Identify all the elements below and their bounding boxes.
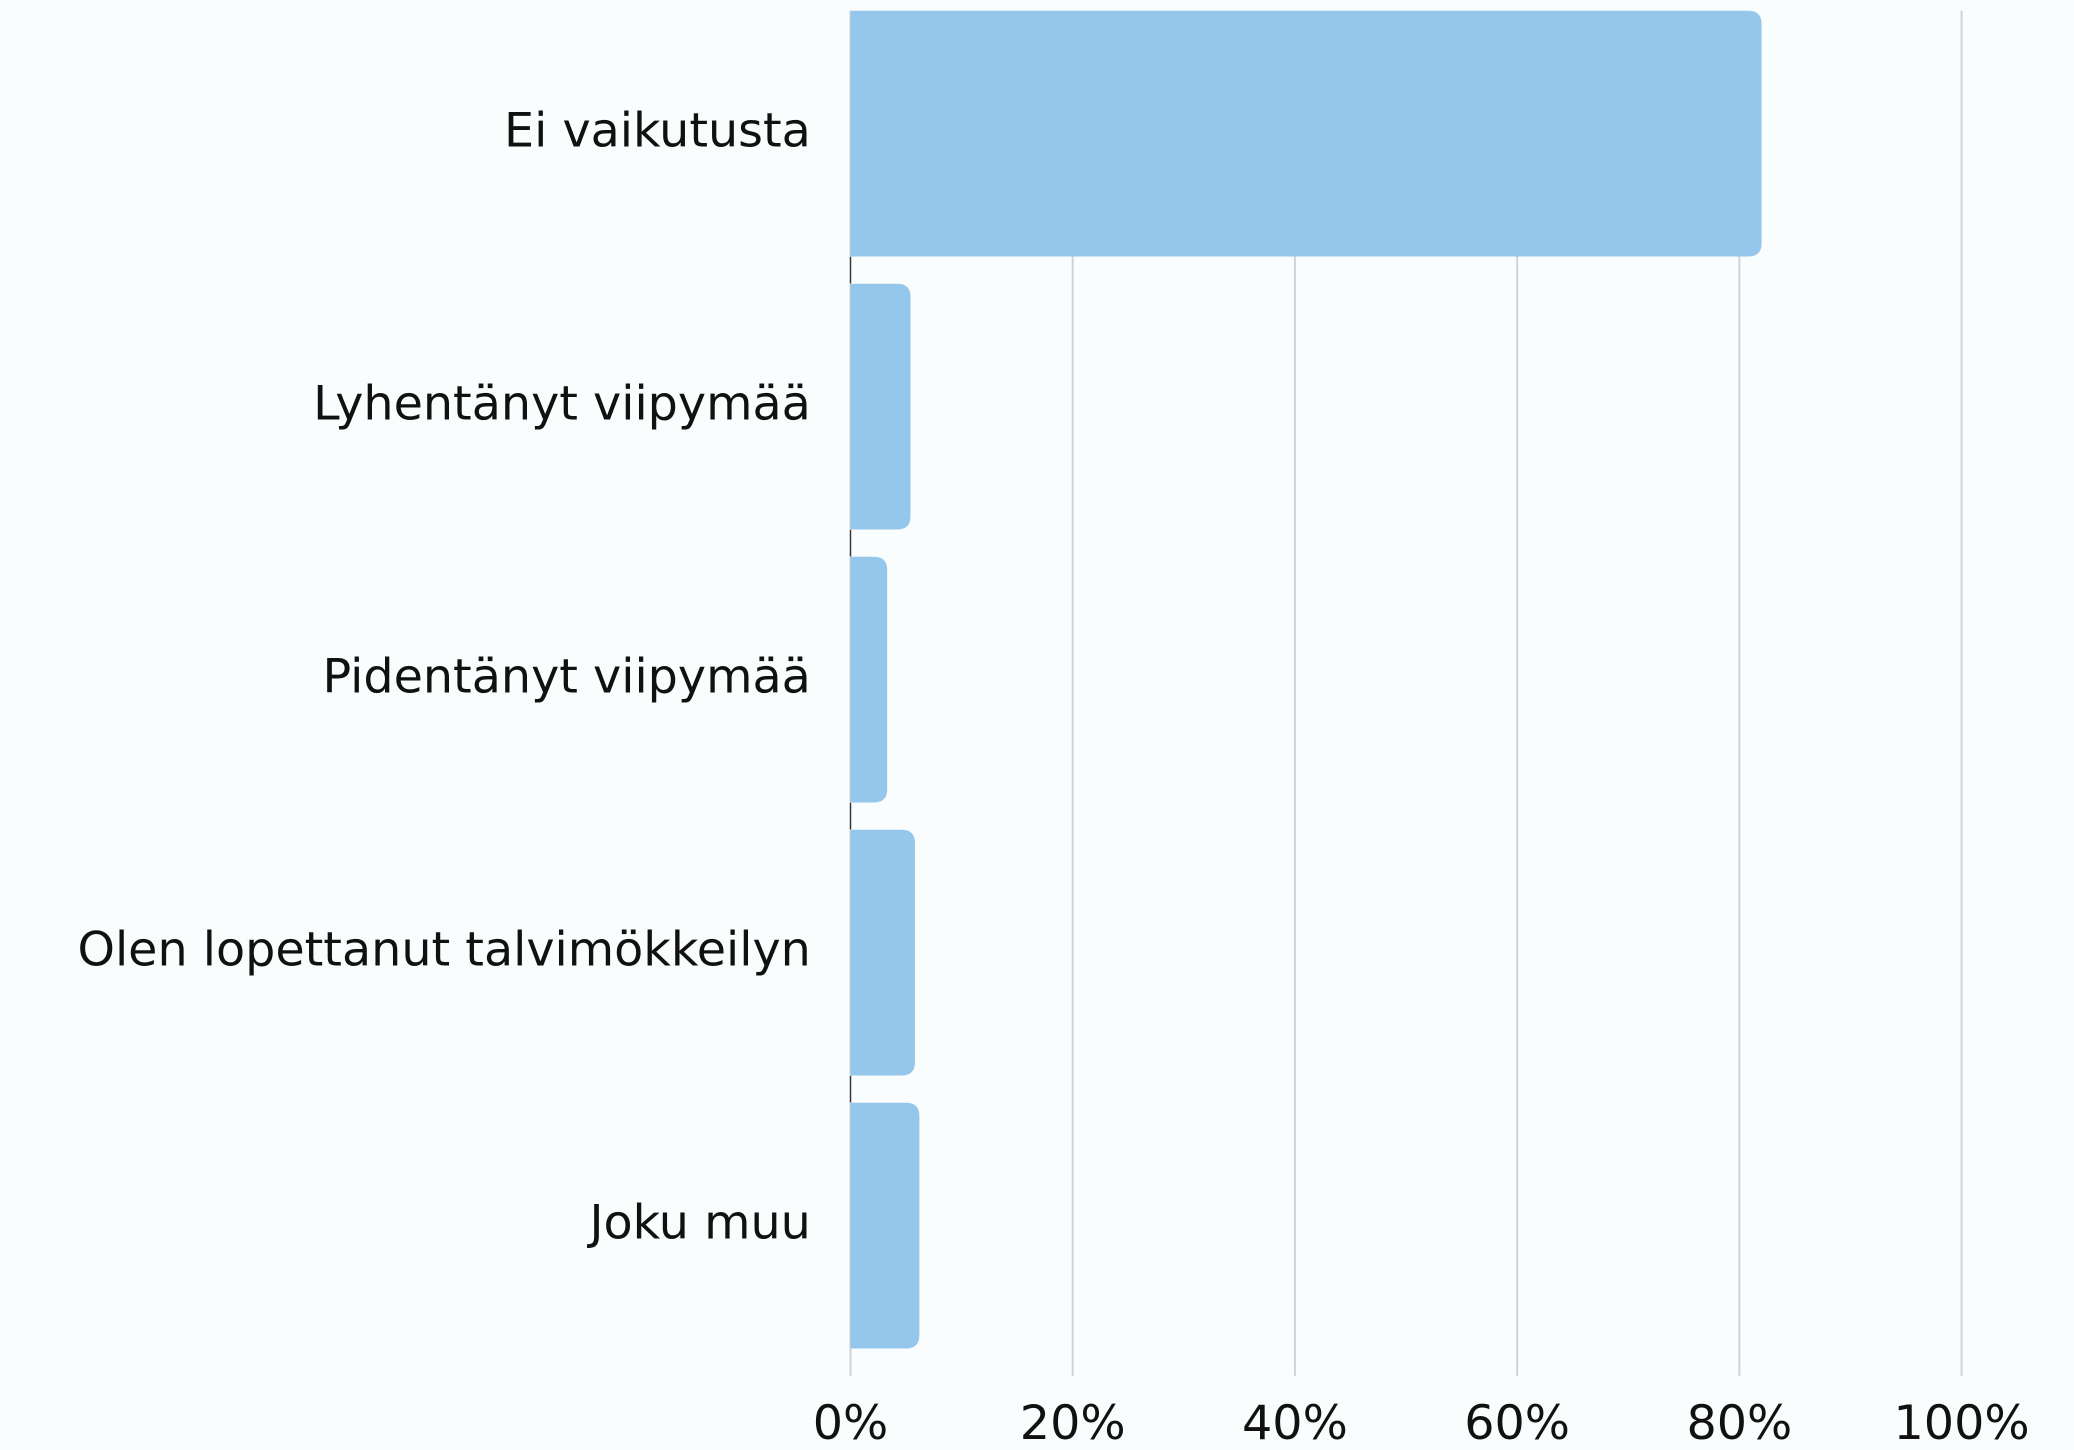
y-tick-label: Olen lopettanut talvimökkeilyn xyxy=(77,923,810,978)
y-tick-label: Ei vaikutusta xyxy=(504,104,811,159)
x-tick-label: 0% xyxy=(813,1396,889,1450)
y-tick-label: Lyhentänyt viipymää xyxy=(313,377,811,432)
x-tick-label: 80% xyxy=(1686,1396,1792,1450)
bar xyxy=(850,556,888,803)
bar xyxy=(850,829,915,1076)
bar xyxy=(850,1102,920,1349)
x-tick-label: 20% xyxy=(1020,1396,1126,1450)
y-tick-label: Pidentänyt viipymää xyxy=(322,650,810,705)
bar xyxy=(850,283,911,530)
x-tick-label: 60% xyxy=(1464,1396,1570,1450)
y-tick-label: Joku muu xyxy=(587,1196,811,1251)
x-tick-label: 100% xyxy=(1894,1396,2030,1450)
bar xyxy=(850,10,1762,257)
x-tick-label: 40% xyxy=(1242,1396,1348,1450)
